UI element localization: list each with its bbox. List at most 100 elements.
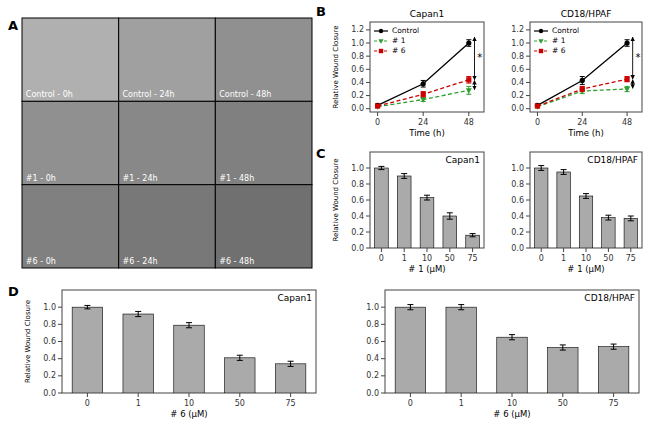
bar	[548, 348, 578, 393]
x-tick-label: 1	[402, 254, 407, 263]
bar	[375, 168, 389, 248]
bar	[497, 337, 527, 393]
x-tick	[586, 248, 587, 252]
series-line	[378, 90, 469, 106]
y-tick-label: 0.4	[351, 212, 364, 221]
y-tick-label: 0.4	[511, 212, 524, 221]
data-area	[534, 166, 637, 248]
legend-marker	[538, 39, 543, 43]
y-tick-label: 0.0	[43, 389, 56, 398]
x-tick-label: 75	[286, 399, 296, 408]
error-bar-cap	[421, 80, 426, 81]
error-bar	[470, 234, 476, 237]
error-bar	[378, 166, 384, 169]
point	[466, 88, 472, 93]
bar	[397, 176, 411, 248]
bar	[174, 325, 204, 393]
x-tick	[423, 112, 424, 116]
error-bar	[509, 335, 515, 340]
x-tick	[138, 393, 139, 397]
error-bar-cap	[401, 178, 407, 179]
y-tick	[526, 184, 530, 185]
x-tick-label: 75	[609, 399, 619, 408]
x-tick	[410, 393, 411, 397]
y-tick	[526, 95, 530, 96]
y-tick	[58, 324, 62, 325]
y-tick	[58, 358, 62, 359]
y-tick	[526, 168, 530, 169]
x-tick-label: 0	[408, 399, 413, 408]
data-area	[375, 166, 480, 248]
x-tick-label: 75	[468, 254, 478, 263]
tile-label: #1 - 24h	[123, 174, 158, 183]
tile	[215, 101, 312, 184]
error-bar	[580, 86, 585, 91]
y-tick-label: 1.2	[511, 25, 524, 34]
y-tick-label: 0.0	[351, 104, 364, 113]
x-tick	[404, 248, 405, 252]
y-tick-label: 0.6	[511, 65, 524, 74]
plot-frame	[370, 22, 484, 112]
x-tick	[189, 393, 190, 397]
error-bar	[625, 77, 630, 82]
y-tick	[526, 200, 530, 201]
significance-arrow	[632, 80, 633, 89]
tile-label: #6 - 0h	[26, 257, 56, 266]
subplot-title: CD18/HPAF	[561, 9, 612, 19]
error-bar-cap	[424, 195, 430, 196]
error-bar	[407, 305, 413, 310]
significance-arrow	[474, 37, 475, 80]
y-tick-label: 0.0	[366, 389, 379, 398]
error-bar	[561, 170, 567, 175]
y-tick-label: 0.2	[511, 91, 524, 100]
x-tick-label: 0	[375, 118, 380, 127]
y-tick	[526, 248, 530, 249]
error-bar-cap	[580, 76, 585, 77]
x-tick	[87, 393, 88, 397]
error-bar-line	[461, 305, 462, 310]
error-bar-cap	[424, 200, 430, 201]
y-tick-label: 1.2	[351, 25, 364, 34]
tile-label: Control - 48h	[219, 90, 271, 99]
x-tick	[562, 393, 563, 397]
point	[466, 40, 471, 45]
y-tick	[366, 56, 370, 57]
error-bar-line	[239, 355, 240, 360]
error-bar-line	[87, 305, 88, 308]
y-tick	[366, 232, 370, 233]
error-bar-cap	[625, 46, 630, 47]
bar	[225, 358, 255, 393]
x-tick	[608, 248, 609, 252]
error-bar-cap	[237, 355, 243, 356]
point	[421, 92, 426, 97]
point	[420, 97, 426, 102]
y-tick	[366, 29, 370, 30]
tile-label: #6 - 24h	[123, 257, 158, 266]
error-bar	[84, 305, 90, 308]
y-tick	[366, 43, 370, 44]
y-tick-label: 1.0	[366, 303, 379, 312]
y-tick	[366, 248, 370, 249]
error-bar	[288, 361, 294, 366]
x-tick-label: 10	[507, 399, 517, 408]
error-bar	[186, 323, 192, 328]
bar	[275, 364, 305, 393]
point	[624, 77, 629, 82]
error-bar-cap	[288, 361, 294, 362]
bar	[443, 216, 457, 248]
y-tick	[381, 307, 385, 308]
error-bar-line	[630, 216, 631, 221]
error-bar-cap	[466, 83, 471, 84]
y-tick	[58, 307, 62, 308]
plot-frame	[370, 152, 484, 248]
y-axis-label: Relative Wound Closure	[332, 25, 340, 108]
x-tick-label: 1	[561, 254, 566, 263]
x-axis-label: # 6 (μM)	[493, 409, 530, 419]
tile	[22, 185, 119, 268]
error-bar-line	[562, 345, 563, 350]
panel-letter: A	[8, 18, 18, 33]
x-tick	[239, 393, 240, 397]
y-tick-label: 0.0	[511, 244, 524, 253]
x-tick	[461, 393, 462, 397]
y-tick-label: 0.6	[351, 196, 364, 205]
